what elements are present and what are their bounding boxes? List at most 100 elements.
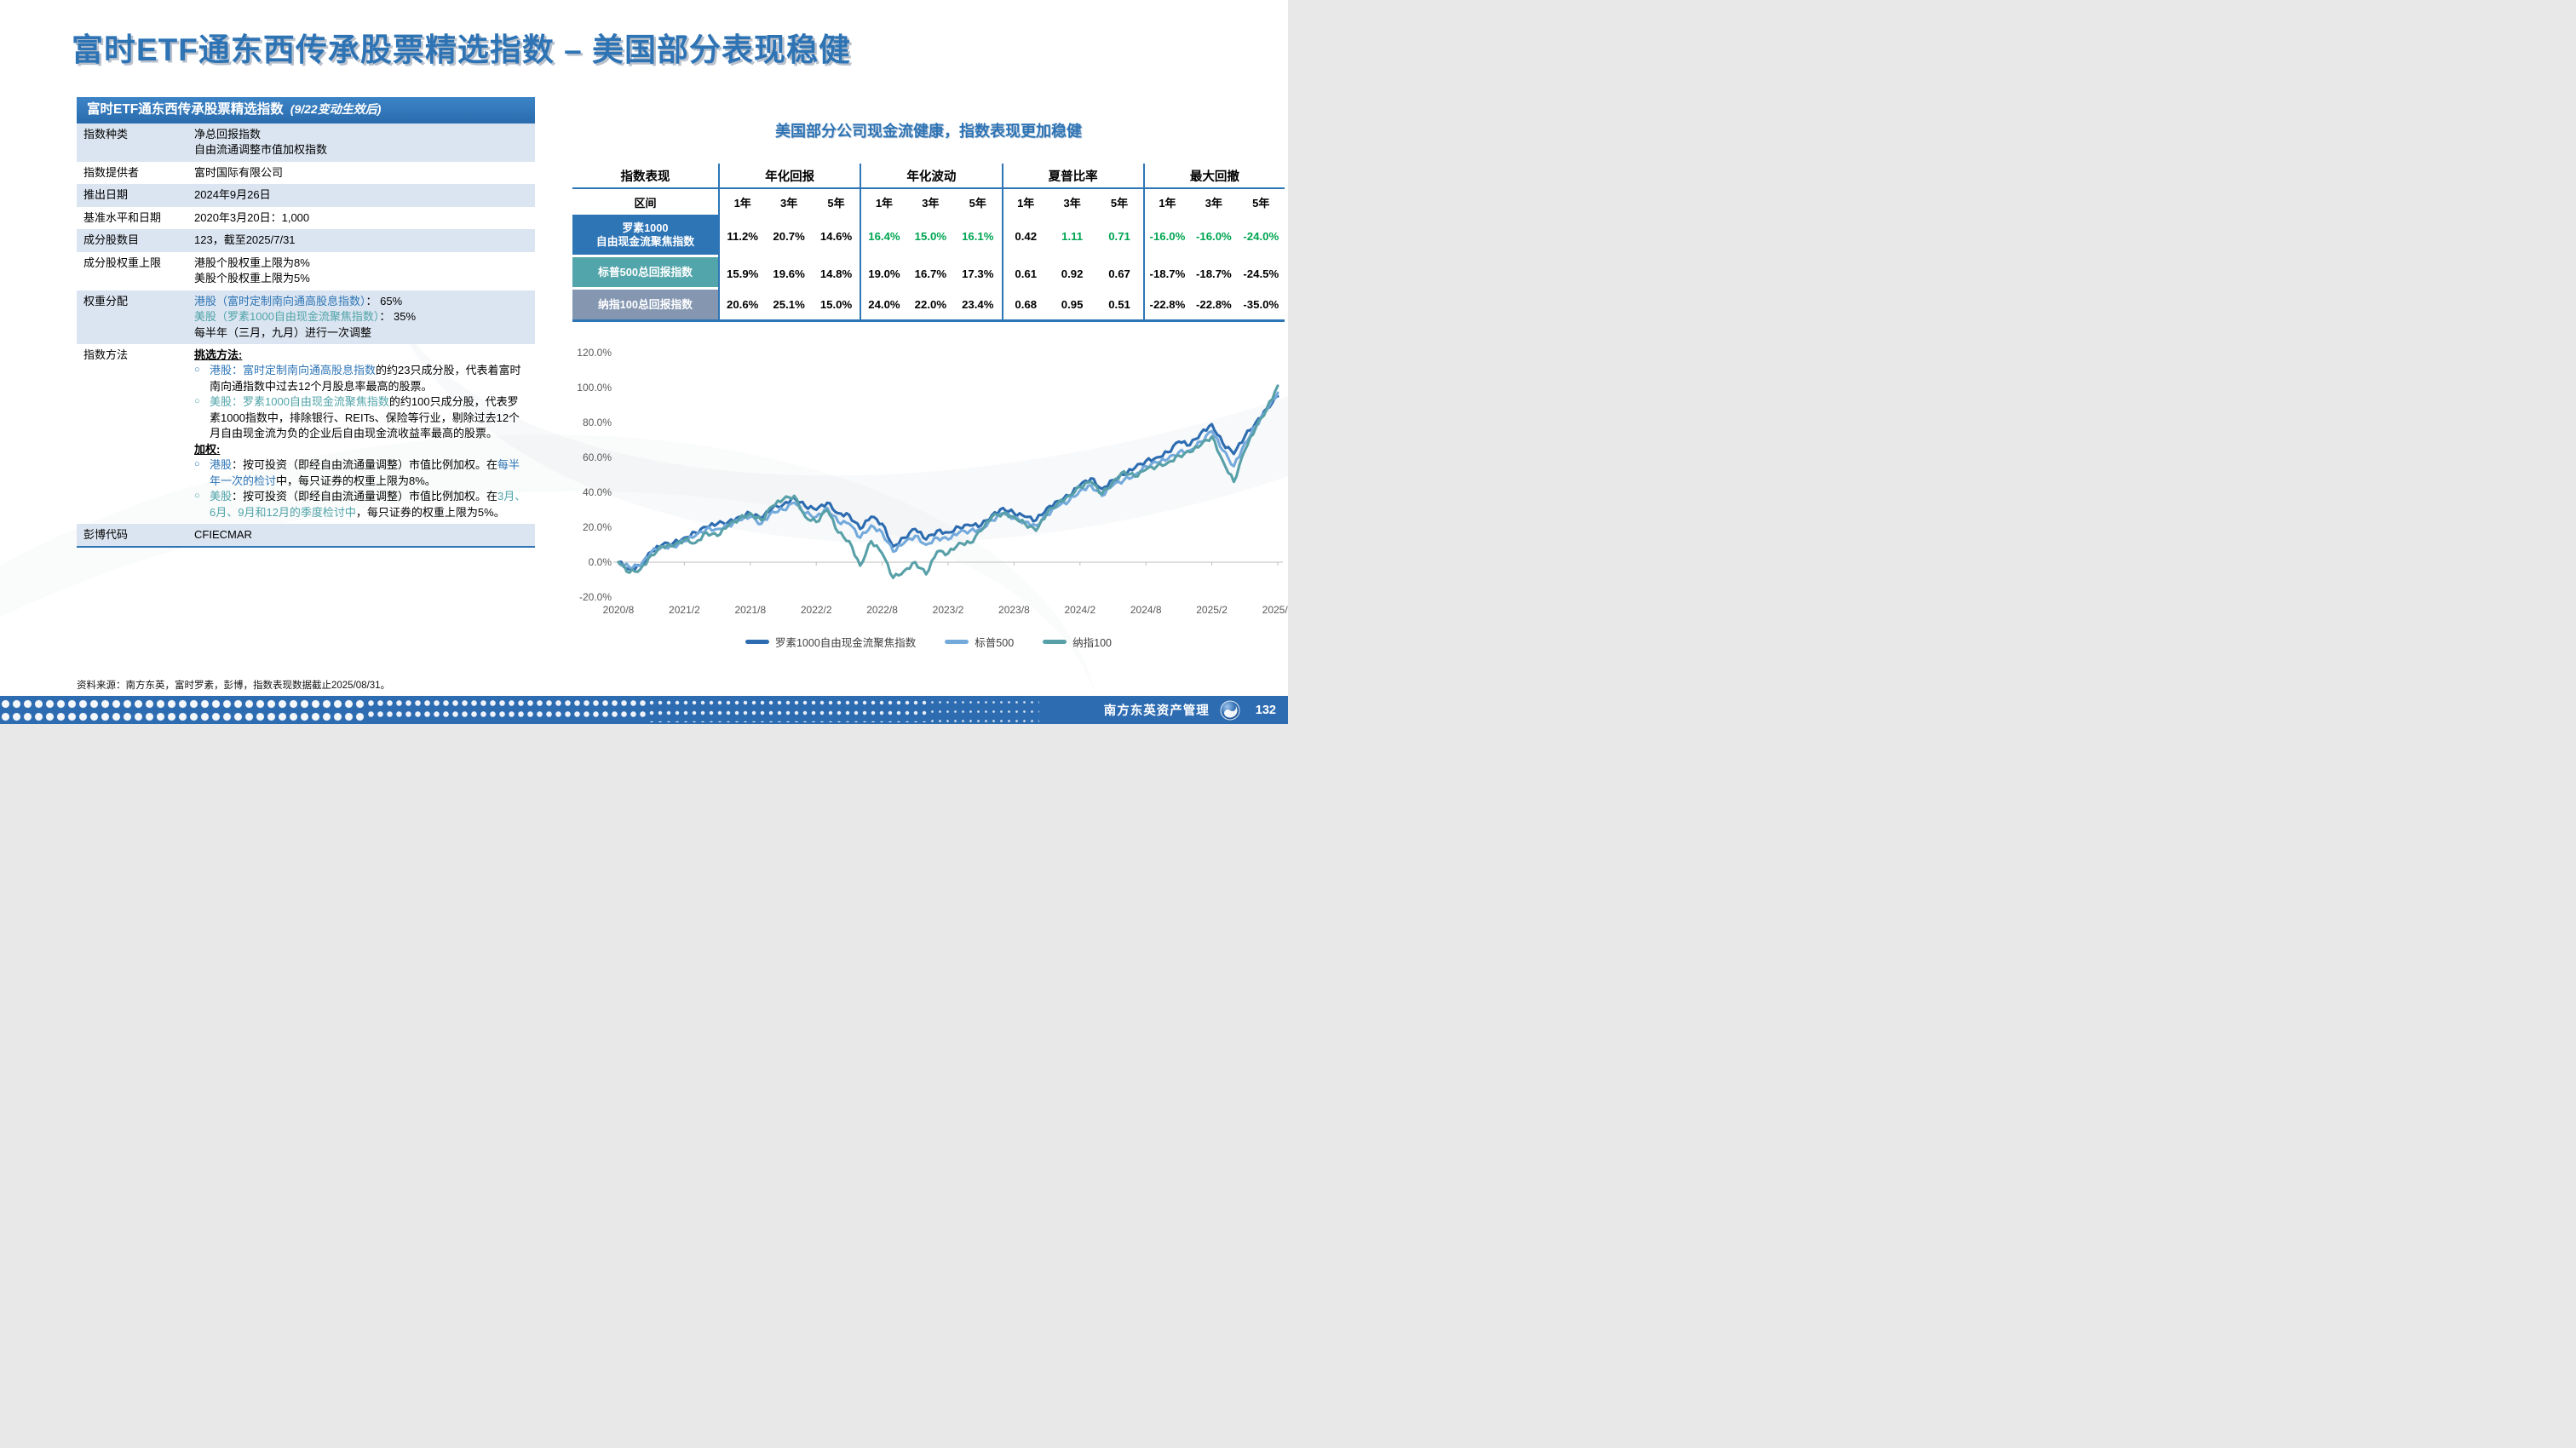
info-table-row: 指数种类 净总回报指数自由流通调整市值加权指数 bbox=[77, 124, 535, 162]
text-segment: 港股：富时定制南向通高股息指数 bbox=[210, 364, 377, 377]
text-segment: 净总回报指数 bbox=[194, 128, 262, 141]
perf-period-header: 5年 bbox=[969, 196, 986, 210]
info-row-label: 成分股数目 bbox=[83, 233, 140, 247]
perf-value-cell: 19.6% bbox=[773, 267, 805, 280]
perf-value-cell: -22.8% bbox=[1190, 290, 1238, 322]
info-value-line: 美股（罗素1000自由现金流聚焦指数）： 35% bbox=[194, 309, 528, 325]
perf-value-cell: 20.7% bbox=[773, 229, 805, 243]
bullet-text: 美股：罗素1000自由现金流聚焦指数的约100只成分股，代表罗素1000指数中，… bbox=[210, 394, 528, 441]
info-row-value: 123，截至2025/7/31 bbox=[194, 229, 535, 251]
perf-value-cell: 16.1% bbox=[962, 229, 994, 243]
info-value-line: 净总回报指数 bbox=[194, 127, 528, 142]
info-row-value: CFIECMAR bbox=[194, 524, 535, 546]
y-axis-tick-label: 80.0% bbox=[583, 417, 612, 428]
perf-value-cell: 0.51 bbox=[1095, 290, 1143, 322]
legend-item: 纳指100 bbox=[1043, 634, 1112, 650]
perf-row-label-line: 自由现金流聚焦指数 bbox=[595, 234, 695, 248]
perf-value-cell: 15.9% bbox=[718, 257, 765, 290]
perf-row-label: 纳指100总回报指数 bbox=[572, 290, 718, 322]
halftone-dots bbox=[647, 698, 929, 722]
text-segment: 自由流通调整市值加权指数 bbox=[194, 143, 328, 157]
perf-period-header: 5年 bbox=[1252, 196, 1270, 210]
info-value-line: 123，截至2025/7/31 bbox=[194, 233, 528, 248]
info-table-row: 指数提供者 富时国际有限公司 bbox=[77, 162, 535, 184]
perf-value-cell: 15.0% bbox=[914, 229, 947, 243]
info-table-body: 指数种类 净总回报指数自由流通调整市值加权指数指数提供者 富时国际有限公司推出日期 2… bbox=[77, 124, 535, 549]
perf-value-cell: 17.3% bbox=[962, 267, 994, 280]
text-segment: 港股（富时定制南向通高股息指数） bbox=[194, 294, 366, 307]
text-segment: 港股个股权重上限为8% bbox=[194, 256, 310, 269]
perf-value-cell: 15.0% bbox=[812, 290, 860, 322]
perf-value-cell: 25.1% bbox=[765, 290, 813, 322]
legend-item: 标普500 bbox=[945, 634, 1014, 650]
y-axis-tick-label: 100.0% bbox=[577, 382, 612, 394]
text-segment: 美股：罗素1000自由现金流聚焦指数 bbox=[210, 395, 389, 409]
info-row-value: 2024年9月26日 bbox=[194, 184, 535, 206]
y-axis-tick-label: 0.0% bbox=[589, 556, 612, 568]
chart-legend: 罗素1000自由现金流聚焦指数 标普500 纳指100 bbox=[572, 634, 1285, 650]
bullet-text: 港股：富时定制南向通高股息指数的约23只成分股，代表着富时南向通指数中过去12个… bbox=[210, 363, 528, 394]
bullet-item: ○ 美股：按可投资（即经自由流通量调整）市值比例加权。在3月、6月、9月和12月的… bbox=[194, 489, 528, 520]
x-axis-tick-label: 2025/8 bbox=[1262, 604, 1288, 616]
x-axis-tick-label: 2022/8 bbox=[866, 604, 898, 616]
perf-value-cell: 0.42 bbox=[1001, 215, 1049, 257]
text-segment: 2024年9月26日 bbox=[194, 188, 271, 202]
legend-label: 罗素1000自由现金流聚焦指数 bbox=[774, 637, 917, 649]
perf-period-header: 1年 bbox=[1142, 189, 1190, 215]
info-value-line: 美股个股权重上限为5% bbox=[194, 271, 528, 286]
x-axis-tick-label: 2023/2 bbox=[933, 604, 964, 616]
info-row-label: 推出日期 bbox=[83, 188, 129, 202]
text-segment: ：按可投资（即经自由流通量调整）市值比例加权。在 bbox=[232, 458, 498, 472]
perf-row-label: 罗素1000 自由现金流聚焦指数 bbox=[572, 215, 718, 257]
text-segment: 123，截至2025/7/31 bbox=[194, 233, 296, 247]
info-value-line: 自由流通调整市值加权指数 bbox=[194, 142, 528, 158]
text-segment: ： 35% bbox=[379, 310, 417, 324]
perf-period-header: 1年 bbox=[1001, 189, 1049, 215]
perf-row-label: 标普500总回报指数 bbox=[572, 257, 718, 290]
perf-value-cell: 20.6% bbox=[718, 290, 766, 322]
info-value-line: CFIECMAR bbox=[194, 527, 528, 543]
text-segment: 每半年一次的检讨 bbox=[210, 458, 520, 487]
text-segment: ： 65% bbox=[365, 294, 403, 307]
perf-corner-header: 指数表现 bbox=[572, 164, 718, 189]
x-axis-tick-label: 2022/2 bbox=[801, 604, 832, 616]
legend-swatch-icon bbox=[945, 640, 969, 644]
perf-value-cell: 0.61 bbox=[1001, 257, 1049, 290]
performance-table: 指数表现 年化回报 年化波动 夏普比率 最大回撤 区间 1年 3年 5年 1年 3年 5年 1年 3年 5年… bbox=[572, 164, 1285, 322]
perf-value-cell: -22.8% bbox=[1142, 290, 1191, 322]
index-info-table-header: 富时ETF通东西传承股票精选指数 (9/22变动生效后) bbox=[77, 97, 535, 124]
text-segment: 挑选方法: bbox=[194, 348, 243, 361]
info-table-row: 权重分配 港股（富时定制南向通高股息指数）： 65% 美股（罗素1000自由现金流聚… bbox=[77, 290, 535, 344]
perf-period-header: 5年 bbox=[1110, 196, 1129, 210]
perf-period-label: 区间 bbox=[634, 196, 657, 210]
info-value-line: 港股个股权重上限为8% bbox=[194, 256, 528, 271]
info-row-label: 指数提供者 bbox=[83, 165, 140, 179]
page-title: 富时ETF通东西传承股票精选指数 – 美国部分表现稳健 bbox=[72, 32, 852, 67]
chart-line-series-2 bbox=[617, 384, 1279, 579]
info-row-label: 指数种类 bbox=[83, 128, 129, 141]
text-segment: 港股 bbox=[210, 458, 233, 472]
footer-company-name: 南方东英资产管理 bbox=[1103, 704, 1210, 718]
info-value-line: 富时国际有限公司 bbox=[194, 165, 528, 181]
info-row-label: 成分股权重上限 bbox=[83, 256, 162, 269]
legend-swatch-icon bbox=[1043, 640, 1067, 644]
info-table-subtitle: (9/22变动生效后) bbox=[290, 102, 382, 116]
text-segment: 2020年3月20日：1,000 bbox=[194, 210, 310, 224]
footer-bar: 南方东英资产管理 132 bbox=[0, 696, 1288, 724]
perf-value-cell: 0.71 bbox=[1108, 229, 1130, 243]
info-row-value: 净总回报指数自由流通调整市值加权指数 bbox=[194, 124, 535, 162]
perf-period-header: 5年 bbox=[827, 196, 845, 210]
info-table-row: 指数方法 挑选方法: ○ 港股：富时定制南向通高股息指数的约23只成分股，代表着富时… bbox=[77, 344, 535, 524]
perf-value-cell: 1.11 bbox=[1061, 229, 1084, 243]
legend-label: 标普500 bbox=[975, 637, 1015, 649]
bullet-item: ○ 港股：富时定制南向通高股息指数的约23只成分股，代表着富时南向通指数中过去12… bbox=[194, 363, 528, 394]
info-row-value: 富时国际有限公司 bbox=[194, 162, 535, 184]
legend-swatch-icon bbox=[745, 640, 769, 644]
text-segment: 3月、6月、9月和12月的季度检讨中 bbox=[210, 490, 526, 519]
perf-group-header: 夏普比率 bbox=[1001, 164, 1143, 189]
perf-row-label-fill: 纳指100总回报指数 bbox=[572, 290, 718, 319]
bullet-marker-icon: ○ bbox=[194, 491, 200, 502]
perf-period-header: 1年 bbox=[718, 189, 765, 215]
info-value-line: 每半年（三月，九月）进行一次调整 bbox=[194, 325, 528, 341]
perf-value-cell: 24.0% bbox=[860, 290, 907, 322]
